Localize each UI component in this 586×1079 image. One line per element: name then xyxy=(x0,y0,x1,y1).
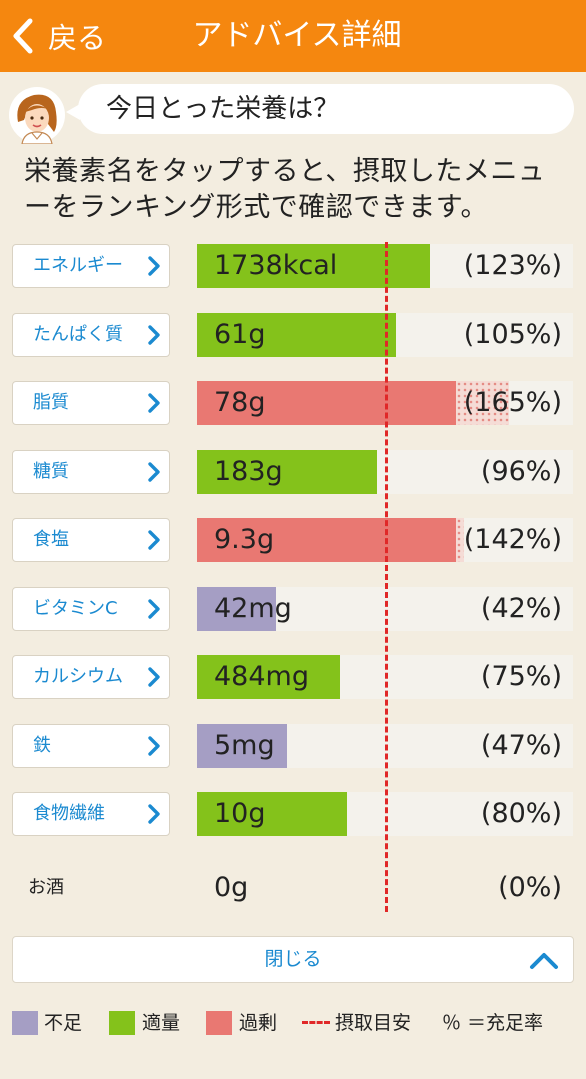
nutrient-bar xyxy=(197,518,456,562)
nutrient-row: ビタミンC 42mg (42%) xyxy=(0,585,586,635)
nutrient-percent: (0%) xyxy=(498,872,562,903)
nutrient-percent: (96%) xyxy=(480,456,562,487)
nutrient-name: 脂質 xyxy=(33,392,69,413)
nutrient-name-button[interactable]: 食塩 xyxy=(12,518,170,562)
nutrient-bar xyxy=(197,792,347,836)
legend-swatch-adequate xyxy=(109,1011,135,1035)
advisor-avatar-icon xyxy=(9,87,65,144)
nutrient-amount: 1738kcal xyxy=(214,250,338,281)
nutrient-name: 食物繊維 xyxy=(33,803,105,824)
chevron-right-icon xyxy=(148,736,160,756)
nutrient-row: 糖質 183g (96%) xyxy=(0,448,586,498)
app-header: 戻る アドバイス詳細 xyxy=(0,0,586,72)
nutrient-bar xyxy=(197,313,396,357)
nutrient-name-button[interactable]: 食物繊維 xyxy=(12,792,170,836)
target-intake-line xyxy=(385,242,388,912)
nutrient-percent: (47%) xyxy=(480,730,562,761)
nutrient-name: カルシウム xyxy=(33,666,123,687)
instruction-text: 栄養素名をタップすると、摂取したメニューをランキング形式で確認できます。 xyxy=(24,156,546,223)
chevron-left-icon xyxy=(13,18,33,54)
nutrient-name: たんぱく質 xyxy=(33,324,123,345)
nutrient-amount: 9.3g xyxy=(214,524,275,555)
nutrient-amount: 78g xyxy=(214,387,266,418)
nutrient-name-button[interactable]: 脂質 xyxy=(12,381,170,425)
back-button[interactable]: 戻る xyxy=(10,0,106,72)
nutrient-bar xyxy=(197,724,287,768)
legend-label-target: 摂取目安 xyxy=(335,1012,412,1034)
nutrient-chart: エネルギー 1738kcal (123%) たんぱく質 61g (105%) 脂質 78g (1… xyxy=(0,228,586,918)
nutrient-bar xyxy=(197,587,276,631)
chevron-right-icon xyxy=(148,804,160,824)
nutrient-amount: 0g xyxy=(214,872,249,903)
nutrient-percent: (165%) xyxy=(463,387,562,418)
nutrient-row: たんぱく質 61g (105%) xyxy=(0,311,586,361)
nutrient-bar xyxy=(197,655,340,699)
nutrient-row: エネルギー 1738kcal (123%) xyxy=(0,242,586,292)
legend-target-line xyxy=(302,1021,330,1024)
close-button-label: 閉じる xyxy=(264,948,322,970)
nutrient-name-button[interactable]: たんぱく質 xyxy=(12,313,170,357)
nutrient-name-button[interactable]: 鉄 xyxy=(12,724,170,768)
chevron-right-icon xyxy=(148,530,160,550)
nutrient-bar-overflow xyxy=(456,381,509,425)
close-button[interactable]: 閉じる xyxy=(12,936,574,983)
legend-percent-note: ％ ＝充足率 xyxy=(442,1012,544,1034)
nutrient-percent: (75%) xyxy=(480,661,562,692)
legend: 不足 適量 過剰 摂取目安 ％ ＝充足率 xyxy=(12,1008,582,1038)
nutrient-bar xyxy=(197,244,430,288)
nutrient-bar-overflow xyxy=(456,518,464,562)
nutrient-name: 鉄 xyxy=(33,735,51,756)
nutrient-amount: 42mg xyxy=(214,593,292,624)
chevron-right-icon xyxy=(148,256,160,276)
speech-bubble: 今日とった栄養は？ xyxy=(78,84,574,134)
nutrient-name: ビタミンC xyxy=(33,598,118,619)
speech-bubble-tail xyxy=(66,104,80,120)
legend-label-deficient: 不足 xyxy=(44,1012,83,1034)
nutrient-amount: 61g xyxy=(214,319,266,350)
chevron-right-icon xyxy=(148,599,160,619)
chevron-up-icon xyxy=(530,953,558,969)
nutrient-row: カルシウム 484mg (75%) xyxy=(0,653,586,703)
nutrient-name: 糖質 xyxy=(33,461,69,482)
nutrient-name: エネルギー xyxy=(33,255,123,276)
nutrient-percent: (123%) xyxy=(463,250,562,281)
chevron-right-icon xyxy=(148,462,160,482)
nutrient-row: 食物繊維 10g (80%) xyxy=(0,790,586,840)
nutrient-percent: (80%) xyxy=(480,798,562,829)
chevron-right-icon xyxy=(148,393,160,413)
nutrient-name-button[interactable]: カルシウム xyxy=(12,655,170,699)
nutrient-name-button[interactable]: ビタミンC xyxy=(12,587,170,631)
nutrient-amount: 484mg xyxy=(214,661,309,692)
nutrient-percent: (42%) xyxy=(480,593,562,624)
legend-swatch-deficient xyxy=(12,1011,38,1035)
chevron-right-icon xyxy=(148,325,160,345)
legend-swatch-excess xyxy=(206,1011,232,1035)
nutrient-name: お酒 xyxy=(28,877,64,898)
nutrient-percent: (105%) xyxy=(463,319,562,350)
nutrient-amount: 5mg xyxy=(214,730,275,761)
back-label: 戻る xyxy=(48,21,107,55)
nutrient-row: 脂質 78g (165%) xyxy=(0,379,586,429)
nutrient-row-alcohol: お酒 0g (0%) xyxy=(0,864,586,914)
nutrient-percent: (142%) xyxy=(463,524,562,555)
page-title: アドバイス詳細 xyxy=(192,18,402,53)
nutrient-row: 食塩 9.3g (142%) xyxy=(0,516,586,566)
legend-label-adequate: 適量 xyxy=(142,1012,181,1034)
nutrient-amount: 183g xyxy=(214,456,283,487)
nutrient-name: 食塩 xyxy=(33,529,69,550)
nutrient-row: 鉄 5mg (47%) xyxy=(0,722,586,772)
nutrient-bar xyxy=(197,450,377,494)
nutrient-name-button[interactable]: 糖質 xyxy=(12,450,170,494)
nutrient-bar xyxy=(197,381,456,425)
nutrient-amount: 10g xyxy=(214,798,266,829)
legend-label-excess: 過剰 xyxy=(239,1012,278,1034)
chevron-right-icon xyxy=(148,667,160,687)
nutrient-name-button[interactable]: エネルギー xyxy=(12,244,170,288)
